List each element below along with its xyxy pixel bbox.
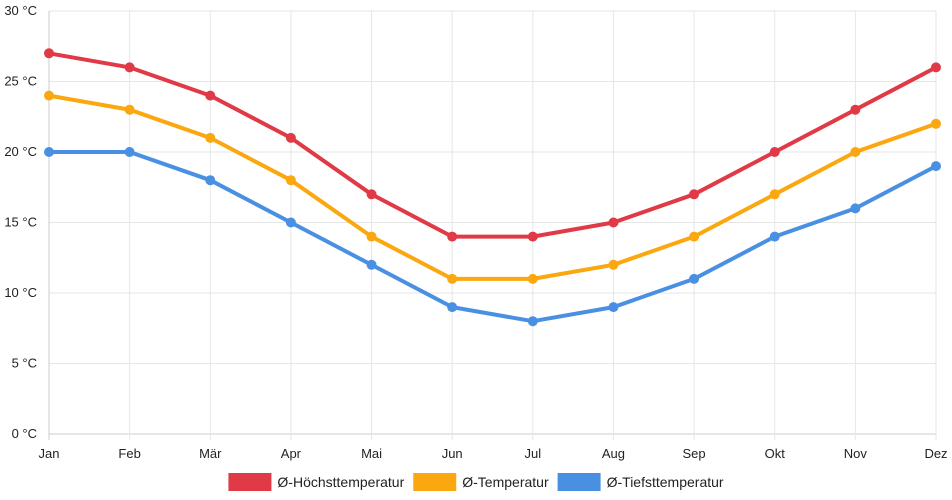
data-point[interactable] xyxy=(447,302,458,313)
data-point[interactable] xyxy=(769,189,780,200)
data-point[interactable] xyxy=(527,273,538,284)
x-tick-label: Aug xyxy=(602,446,625,461)
series-line-3 xyxy=(47,150,938,324)
x-tick-label: Jun xyxy=(442,446,463,461)
series-points xyxy=(44,48,941,327)
data-point[interactable] xyxy=(689,273,700,284)
x-tick-label: Dez xyxy=(924,446,947,461)
data-point[interactable] xyxy=(608,259,619,270)
data-point[interactable] xyxy=(931,161,941,172)
y-tick-label: 10 °C xyxy=(4,285,37,300)
data-point[interactable] xyxy=(366,231,377,242)
data-point[interactable] xyxy=(285,175,296,186)
data-point[interactable] xyxy=(608,217,619,228)
legend-swatch[interactable] xyxy=(557,473,601,491)
data-point[interactable] xyxy=(527,231,538,242)
y-axis-tick-labels: 0 °C 5 °C 10 °C 15 °C 20 °C 25 °C 30 °C xyxy=(4,3,37,441)
data-point[interactable] xyxy=(285,132,296,143)
data-point[interactable] xyxy=(205,132,216,143)
x-tick-label: Apr xyxy=(281,446,302,461)
series-line-1 xyxy=(47,51,938,239)
x-tick-label: Jan xyxy=(39,446,60,461)
series-line-2 xyxy=(47,93,938,281)
legend-swatch[interactable] xyxy=(413,473,457,491)
data-point[interactable] xyxy=(527,316,538,327)
data-point[interactable] xyxy=(850,147,861,157)
data-point[interactable] xyxy=(124,62,135,73)
data-point[interactable] xyxy=(689,189,700,200)
data-point[interactable] xyxy=(366,259,377,270)
x-tick-label: Nov xyxy=(844,446,868,461)
data-point[interactable] xyxy=(608,302,619,313)
data-point[interactable] xyxy=(447,273,458,284)
data-point[interactable] xyxy=(931,62,941,73)
x-tick-label: Mai xyxy=(361,446,382,461)
x-tick-label: Jul xyxy=(525,446,542,461)
series-lines xyxy=(47,51,938,324)
data-point[interactable] xyxy=(124,104,135,115)
data-point[interactable] xyxy=(769,231,780,242)
data-point[interactable] xyxy=(124,147,135,157)
data-point[interactable] xyxy=(447,231,458,242)
legend-label[interactable]: Ø-Tiefsttemperatur xyxy=(607,474,724,490)
data-point[interactable] xyxy=(769,147,780,157)
y-tick-label: 20 °C xyxy=(4,144,37,159)
data-point[interactable] xyxy=(205,90,216,101)
data-point[interactable] xyxy=(850,104,861,115)
x-tick-label: Okt xyxy=(765,446,786,461)
x-tick-label: Feb xyxy=(118,446,140,461)
data-point[interactable] xyxy=(931,118,941,129)
data-point[interactable] xyxy=(44,48,54,59)
legend: Ø-Höchsttemperatur Ø-Temperatur Ø-Tiefstte… xyxy=(228,473,724,491)
grid-lines xyxy=(48,10,937,440)
y-tick-label: 0 °C xyxy=(12,426,37,441)
data-point[interactable] xyxy=(850,203,861,214)
data-point[interactable] xyxy=(44,147,54,157)
data-point[interactable] xyxy=(689,231,700,242)
legend-label[interactable]: Ø-Höchsttemperatur xyxy=(277,474,404,490)
data-point[interactable] xyxy=(205,175,216,186)
y-tick-label: 30 °C xyxy=(4,3,37,18)
legend-swatch[interactable] xyxy=(228,473,272,491)
y-tick-label: 25 °C xyxy=(4,74,37,89)
y-tick-label: 5 °C xyxy=(12,356,37,371)
data-point[interactable] xyxy=(44,90,54,101)
x-tick-label: Sep xyxy=(683,446,706,461)
x-axis-tick-labels: Jan Feb Mär Apr Mai Jun Jul Aug Sep Okt Nov Dez xyxy=(39,446,948,461)
data-point[interactable] xyxy=(285,217,296,228)
x-tick-label: Mär xyxy=(199,446,222,461)
y-tick-label: 15 °C xyxy=(4,215,37,230)
legend-label[interactable]: Ø-Temperatur xyxy=(462,474,549,490)
data-point[interactable] xyxy=(366,189,377,200)
